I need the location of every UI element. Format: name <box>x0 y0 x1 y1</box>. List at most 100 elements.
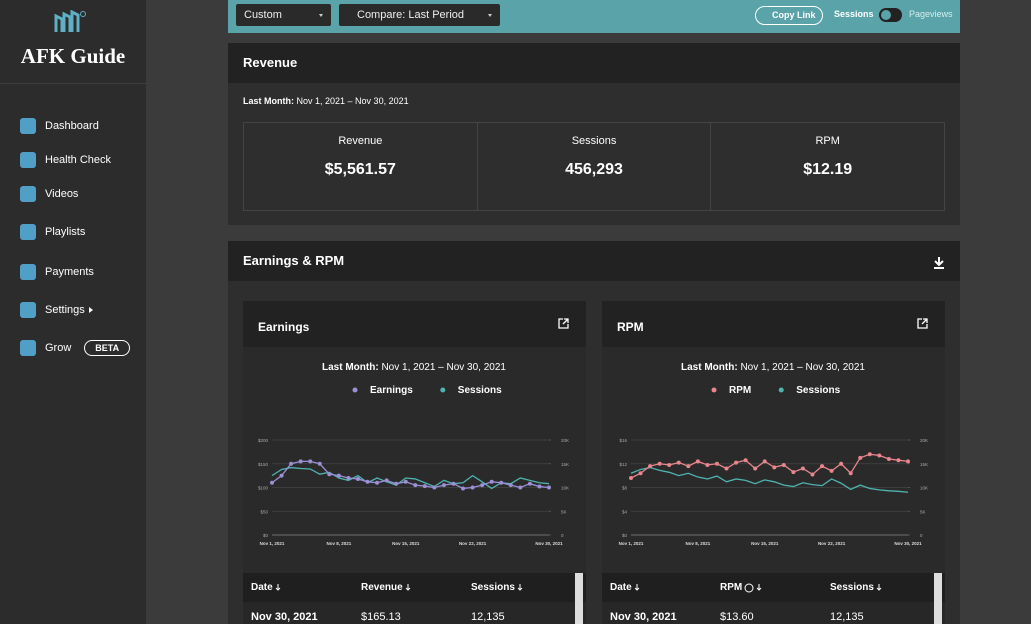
header-label: Date <box>610 582 632 593</box>
y-tick-label: $200 <box>258 438 269 443</box>
nav-item[interactable]: Videos <box>20 185 78 203</box>
point <box>629 476 633 480</box>
arrow <box>756 583 762 591</box>
y-tick-label: $16 <box>619 438 627 443</box>
divider <box>0 83 146 84</box>
panel-title: Earnings <box>243 301 586 347</box>
table-header: Date RPM Sessions <box>602 573 945 602</box>
compare-select[interactable]: Compare: Last Period <box>339 4 500 26</box>
nav-item[interactable]: Playlists <box>20 223 85 241</box>
point <box>724 466 729 471</box>
period-label: Last Month: <box>243 96 294 106</box>
header-label: Sessions <box>471 582 515 593</box>
header-cell[interactable]: Date <box>251 582 361 593</box>
y-tick-label: $12 <box>619 462 627 467</box>
nav-item[interactable]: Payments <box>20 263 94 281</box>
toggle[interactable] <box>879 8 902 22</box>
icon <box>744 583 754 592</box>
nav-item[interactable]: Grow BETA <box>20 339 131 357</box>
legend-label: RPM <box>729 385 751 396</box>
header-cell[interactable]: Sessions <box>471 582 571 593</box>
expand-icon[interactable] <box>917 318 928 329</box>
nav-icon <box>20 224 36 240</box>
legend-dot <box>440 387 446 393</box>
point <box>317 461 322 466</box>
subtitle-range: Nov 1, 2021 – Nov 30, 2021 <box>381 362 506 373</box>
point <box>695 459 700 464</box>
download-icon[interactable] <box>933 256 945 270</box>
legend-dot <box>352 387 358 393</box>
sort-icon <box>405 583 411 591</box>
point <box>906 459 910 464</box>
nav-icon <box>20 264 36 280</box>
nav-icon <box>20 186 36 202</box>
point <box>734 460 739 465</box>
toggle-label: Pageviews <box>909 9 953 19</box>
point <box>839 461 844 466</box>
range-select[interactable]: Custom <box>236 4 331 26</box>
metric-label: Revenue <box>338 135 383 147</box>
series-line <box>271 460 550 490</box>
sort-icon <box>275 583 281 591</box>
metric: Revenue $5,561.57 <box>244 123 478 210</box>
point <box>762 459 767 464</box>
point <box>686 464 691 469</box>
subtitle-label: Last Month: <box>681 362 738 373</box>
header-cell[interactable]: Date <box>610 582 720 593</box>
point <box>308 459 313 464</box>
y-tick-label: $8 <box>622 486 628 491</box>
y2-tick-label: 20K <box>920 438 928 443</box>
x-tick-label: Nov 1, 2021 <box>260 541 285 546</box>
metric-value: 456,293 <box>565 161 623 178</box>
table-row: Nov 30, 2021 $13.60 12,135 <box>602 602 945 624</box>
toggle-label: Sessions <box>834 9 874 19</box>
icon <box>558 318 569 329</box>
sidebar: AFK Guide Dashboard Health Check Videos Pla… <box>0 0 146 624</box>
point <box>676 460 681 465</box>
copy-link[interactable]: Copy Link <box>755 6 823 25</box>
header-cell[interactable]: Sessions <box>830 582 930 593</box>
nav-label: Settings <box>45 304 85 316</box>
nav-item[interactable]: Settings <box>20 301 96 319</box>
point <box>867 452 872 457</box>
point <box>480 483 485 488</box>
chart: Last Month: Nov 1, 2021 – Nov 30, 2021 RP… <box>619 362 928 546</box>
revenue-card: Revenue Last Month: Nov 1, 2021 – Nov 30… <box>228 43 960 225</box>
point <box>394 481 399 486</box>
point <box>499 480 504 485</box>
point <box>298 459 303 464</box>
legend-label: Earnings <box>370 385 413 396</box>
data-table: Date RPM Sessions Nov 30, 2021 $13.60 12,135 <box>602 573 945 624</box>
panel-title: RPM <box>602 301 945 347</box>
header-label: Revenue <box>361 582 403 593</box>
nav-item[interactable]: Dashboard <box>20 117 99 135</box>
point <box>791 470 796 475</box>
card-title: Revenue <box>228 43 960 83</box>
cell: $165.13 <box>361 610 401 623</box>
chart-panel: RPM Last Month: Nov 1, 2021 – Nov 30, 202… <box>602 301 945 624</box>
metric-label: RPM <box>815 135 840 147</box>
nav-label: Health Check <box>45 154 112 166</box>
point <box>413 483 418 488</box>
series-line <box>630 466 909 493</box>
y2-tick-label: 20K <box>561 438 569 443</box>
badge: BETA <box>84 340 131 356</box>
point <box>270 480 274 485</box>
nav-item[interactable]: Health Check <box>20 151 111 169</box>
subtitle-range: Nov 1, 2021 – Nov 30, 2021 <box>740 362 865 373</box>
point <box>547 485 551 490</box>
point <box>470 485 475 490</box>
arrow <box>876 583 882 591</box>
arrow <box>517 583 523 591</box>
legend-dot <box>711 387 717 393</box>
point <box>365 479 370 484</box>
y2-tick-label: 0 <box>561 533 564 538</box>
nav-label: Payments <box>45 266 94 278</box>
expand-icon[interactable] <box>558 318 569 329</box>
icon <box>917 318 928 329</box>
y-tick-label: $0 <box>263 533 269 538</box>
metric-value: $12.19 <box>803 161 853 178</box>
point <box>886 457 891 461</box>
header-cell[interactable]: RPM <box>720 582 830 593</box>
header-cell[interactable]: Revenue <box>361 582 471 593</box>
